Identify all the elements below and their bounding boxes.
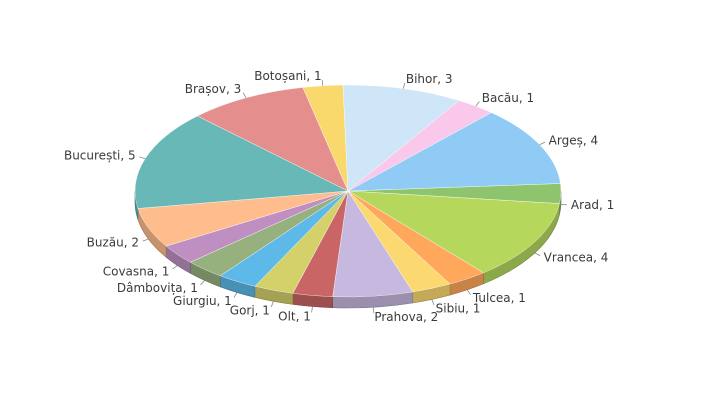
slice-label-arad: Arad, 1 — [571, 198, 614, 212]
label-leader-giurgiu — [233, 292, 238, 298]
label-leader-arges — [539, 141, 546, 146]
slice-label-prahova: Prahova, 2 — [374, 310, 438, 324]
slice-label-arges: Argeș, 4 — [549, 133, 598, 147]
label-leader-olt — [311, 306, 313, 313]
label-leader-layer — [139, 79, 567, 314]
label-leader-bucuresti — [139, 156, 146, 160]
slice-label-botosani: Botoșani, 1 — [254, 69, 321, 83]
label-leader-dambovita — [200, 280, 205, 286]
slice-label-vrancea: Vrancea, 4 — [544, 251, 609, 265]
pie-slice-bucuresti — [134, 115, 349, 209]
pie-slice-bihor — [342, 84, 460, 192]
label-leader-botosani — [321, 79, 324, 86]
pie-slice-vrancea — [347, 190, 560, 274]
slice-label-gorj: Gorj, 1 — [230, 304, 270, 318]
slice-label-dambovita: Dâmbovița, 1 — [117, 281, 198, 295]
label-leader-vrancea — [534, 252, 541, 257]
slice-label-bucuresti: București, 5 — [64, 149, 136, 163]
label-leader-brasov — [242, 92, 247, 99]
label-leader-buzau — [142, 238, 149, 242]
label-leader-bacau — [475, 101, 480, 107]
label-leader-bihor — [402, 82, 406, 89]
slice-label-bihor: Bihor, 3 — [406, 72, 453, 86]
slice-label-bacau: Bacău, 1 — [482, 91, 534, 105]
slice-label-brasov: Brașov, 3 — [185, 82, 241, 96]
slice-label-giurgiu: Giurgiu, 1 — [173, 294, 232, 308]
label-leader-tulcea — [466, 289, 471, 296]
slice-label-covasna: Covasna, 1 — [103, 264, 170, 278]
label-leader-prahova — [372, 307, 375, 314]
label-leader-covasna — [172, 265, 178, 270]
label-leader-sibiu — [431, 299, 435, 306]
slice-label-sibiu: Sibiu, 1 — [436, 302, 481, 316]
slice-label-tulcea: Tulcea, 1 — [472, 291, 526, 305]
pie-slice-brasov — [197, 87, 349, 192]
label-leader-gorj — [270, 301, 274, 308]
pie-top-layer — [134, 84, 562, 298]
slice-label-buzau: Buzău, 2 — [87, 235, 139, 249]
slice-label-olt: Olt, 1 — [278, 309, 311, 323]
